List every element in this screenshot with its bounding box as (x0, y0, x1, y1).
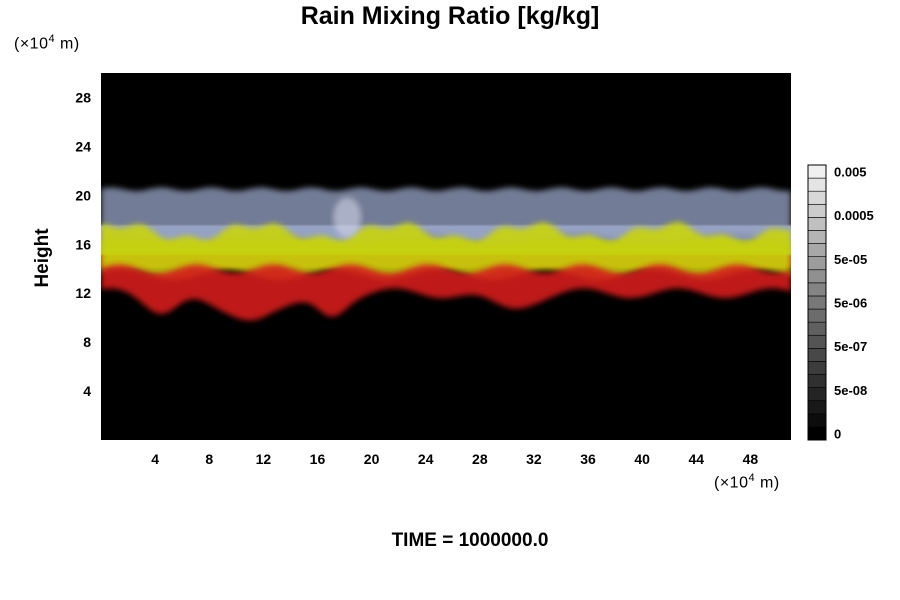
heatmap-layer-0 (101, 264, 791, 321)
colorbar-label-5: 0.0005 (834, 208, 874, 223)
x-tick-label-32: 32 (526, 451, 542, 467)
y-tick-label-24: 24 (75, 138, 91, 154)
colorbar: 0 5e-08 5e-07 5e-06 5e-05 0.0005 0.005 (807, 164, 874, 441)
x-tick-label-44: 44 (689, 451, 705, 467)
chart-title: Rain Mixing Ratio [kg/kg] (300, 2, 600, 30)
colorbar-label-1: 5e-08 (834, 383, 867, 398)
colorbar-label-2: 5e-07 (834, 339, 867, 354)
time-label: TIME = 1000000.0 (391, 530, 549, 551)
x-tick-label-8: 8 (205, 451, 213, 467)
colorbar-swatch-4 (807, 374, 827, 388)
y-tick-label-20: 20 (75, 187, 91, 203)
colorbar-swatch-9 (807, 308, 827, 323)
x-tick-label-4: 4 (151, 451, 159, 467)
x-tick-label-24: 24 (418, 451, 434, 467)
colorbar-swatch-3 (807, 387, 827, 402)
colorbar-label-6: 0.005 (834, 165, 867, 180)
colorbar-label-3: 5e-06 (834, 296, 867, 311)
x-tick-label-12: 12 (256, 451, 272, 467)
heatmap-swirl (333, 197, 362, 238)
x-tick-label-36: 36 (580, 451, 596, 467)
x-tick-label-20: 20 (364, 451, 380, 467)
colorbar-swatch-5 (807, 361, 827, 375)
y-axis-scale-label: (×104 m) (14, 33, 80, 53)
colorbar-swatch-2 (807, 400, 827, 415)
colorbar-swatch-1 (807, 413, 827, 428)
colorbar-swatch-8 (807, 321, 827, 336)
colorbar-swatch-19 (807, 177, 827, 192)
colorbar-swatch-12 (807, 269, 827, 284)
colorbar-swatch-18 (807, 190, 827, 205)
colorbar-swatch-11 (807, 282, 827, 297)
colorbar-swatch-13 (807, 256, 827, 271)
x-tick-label-28: 28 (472, 451, 488, 467)
x-tick-label-16: 16 (310, 451, 326, 467)
y-tick-label-28: 28 (75, 89, 91, 105)
colorbar-swatch-20 (807, 164, 827, 179)
colorbar-label-0: 0 (834, 426, 841, 441)
colorbar-swatch-7 (807, 334, 827, 349)
colorbar-swatch-16 (807, 217, 827, 231)
y-tick-label-16: 16 (75, 236, 91, 252)
colorbar-swatch-17 (807, 203, 827, 218)
x-axis-scale-label: (×104 m) (714, 472, 780, 492)
colorbar-label-4: 5e-05 (834, 252, 867, 267)
colorbar-swatch-14 (807, 243, 827, 257)
colorbar-swatch-10 (807, 295, 827, 310)
y-tick-label-4: 4 (83, 383, 91, 399)
colorbar-swatch-0 (807, 426, 827, 441)
y-tick-label-8: 8 (83, 334, 91, 350)
x-tick-label-40: 40 (634, 451, 650, 467)
x-tick-label-48: 48 (743, 451, 759, 467)
heatmap-field (101, 186, 791, 321)
colorbar-frame (807, 164, 827, 441)
colorbar-swatch-15 (807, 230, 827, 244)
y-tick-label-12: 12 (75, 285, 91, 301)
colorbar-swatch-6 (807, 348, 827, 362)
